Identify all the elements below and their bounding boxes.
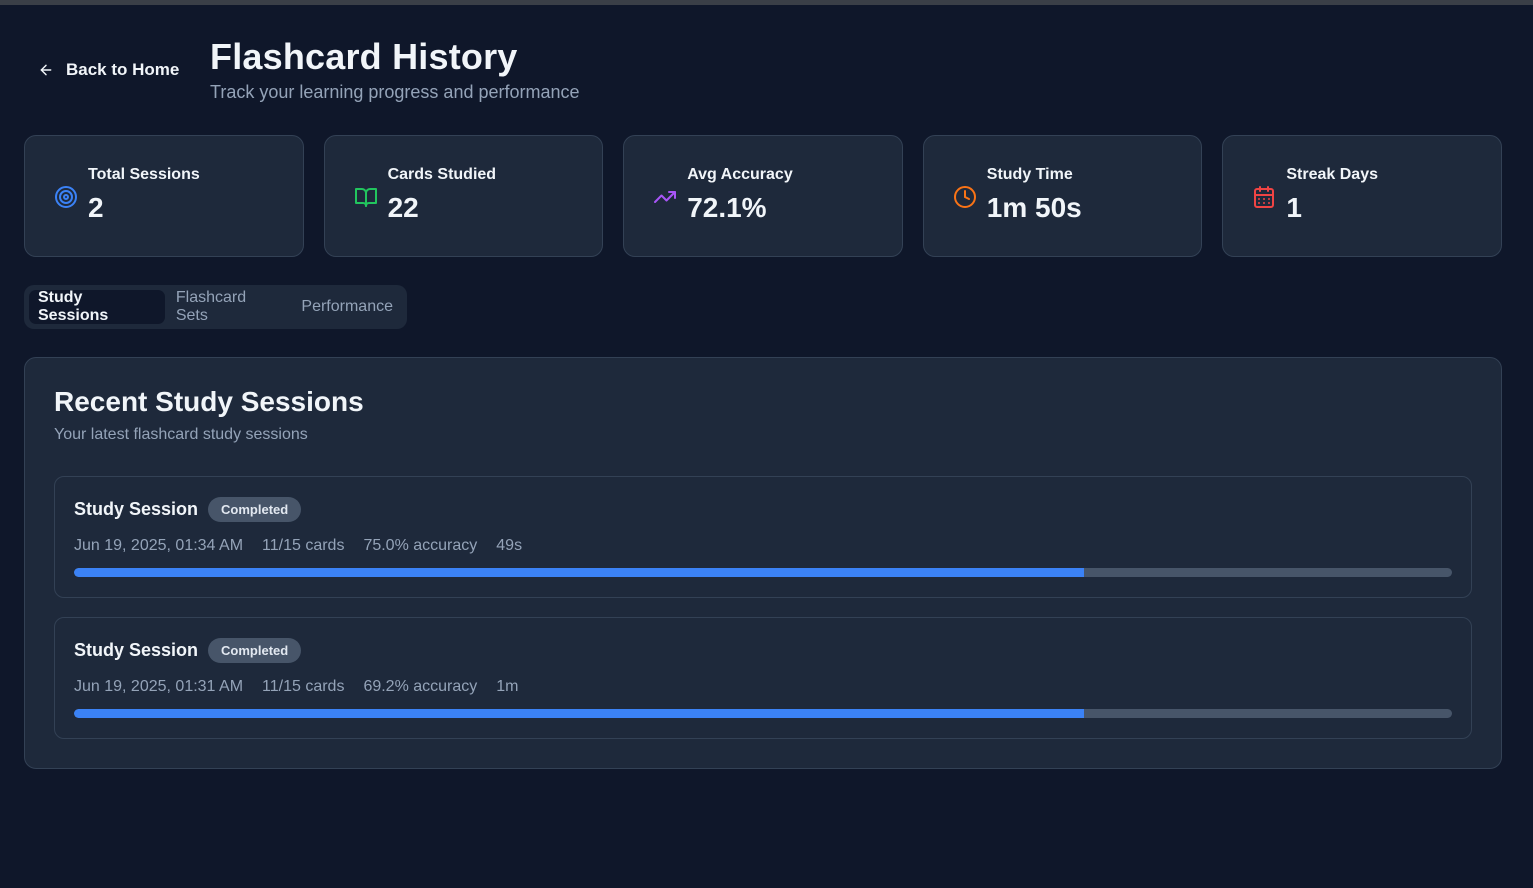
calendar-icon [1254, 186, 1275, 208]
stat-value: 1m 50s [986, 192, 1082, 223]
window-top-bar [0, 0, 1533, 5]
stat-value: 22 [387, 192, 419, 223]
recent-sessions-panel: Recent Study Sessions Your latest flashc… [24, 357, 1502, 769]
page-title: Flashcard History [210, 36, 518, 77]
clock-icon [953, 186, 976, 208]
session-cards: 11/15 cards [262, 537, 345, 554]
trending-up-icon [654, 191, 677, 203]
session-progress-bar [74, 709, 1452, 718]
stats-row: Total Sessions 2 Cards Studied 22 Avg Ac… [24, 135, 1502, 257]
stat-value: 2 [88, 192, 104, 223]
book-open-icon [354, 188, 377, 207]
session-progress-fill [74, 568, 1085, 577]
stat-card-study-time: Study Time 1m 50s [922, 135, 1203, 257]
session-duration: 1m [496, 678, 519, 695]
session-accuracy: 75.0% accuracy [363, 537, 478, 554]
session-accuracy: 69.2% accuracy [363, 678, 478, 695]
stat-value: 72.1% [687, 192, 767, 223]
back-to-home-label: Back to Home [66, 60, 180, 79]
session-progress-fill [74, 709, 1085, 718]
tab-performance[interactable]: Performance [301, 298, 393, 315]
session-date: Jun 19, 2025, 01:31 AM [74, 678, 244, 695]
tab-flashcard-sets[interactable]: Flashcard Sets [175, 289, 247, 324]
session-title: Study Session [74, 640, 199, 660]
session-title: Study Session [74, 499, 199, 519]
session-progress-bar [74, 568, 1452, 577]
stat-label: Total Sessions [88, 166, 200, 183]
panel-subtitle: Your latest flashcard study sessions [54, 426, 308, 443]
stat-label: Study Time [986, 166, 1073, 183]
stat-card-cards-studied: Cards Studied 22 [323, 135, 604, 257]
session-duration: 49s [496, 537, 523, 554]
arrow-left-icon [40, 64, 52, 76]
session-cards: 11/15 cards [262, 678, 345, 695]
tab-study-sessions[interactable]: Study Sessions [29, 289, 165, 324]
panel-title: Recent Study Sessions [54, 386, 364, 417]
page-subtitle: Track your learning progress and perform… [210, 82, 580, 102]
stat-value: 1 [1286, 192, 1302, 223]
session-card[interactable]: Study Session Completed Jun 19, 2025, 01… [54, 476, 1472, 598]
status-badge: Completed [208, 497, 302, 522]
stat-card-total-sessions: Total Sessions 2 [24, 135, 304, 257]
back-to-home-button[interactable]: Back to Home [30, 52, 187, 88]
stat-card-streak-days: Streak Days 1 [1222, 135, 1502, 257]
stat-card-avg-accuracy: Avg Accuracy 72.1% [623, 135, 903, 257]
status-badge: Completed [208, 638, 302, 663]
stat-label: Avg Accuracy [687, 166, 793, 183]
stat-label: Streak Days [1286, 166, 1378, 183]
session-date: Jun 19, 2025, 01:34 AM [74, 537, 244, 554]
session-card[interactable]: Study Session Completed Jun 19, 2025, 01… [54, 617, 1472, 739]
target-icon [55, 186, 77, 208]
stat-label: Cards Studied [387, 166, 497, 183]
tab-list: Study Sessions Flashcard Sets Performanc… [24, 285, 407, 329]
